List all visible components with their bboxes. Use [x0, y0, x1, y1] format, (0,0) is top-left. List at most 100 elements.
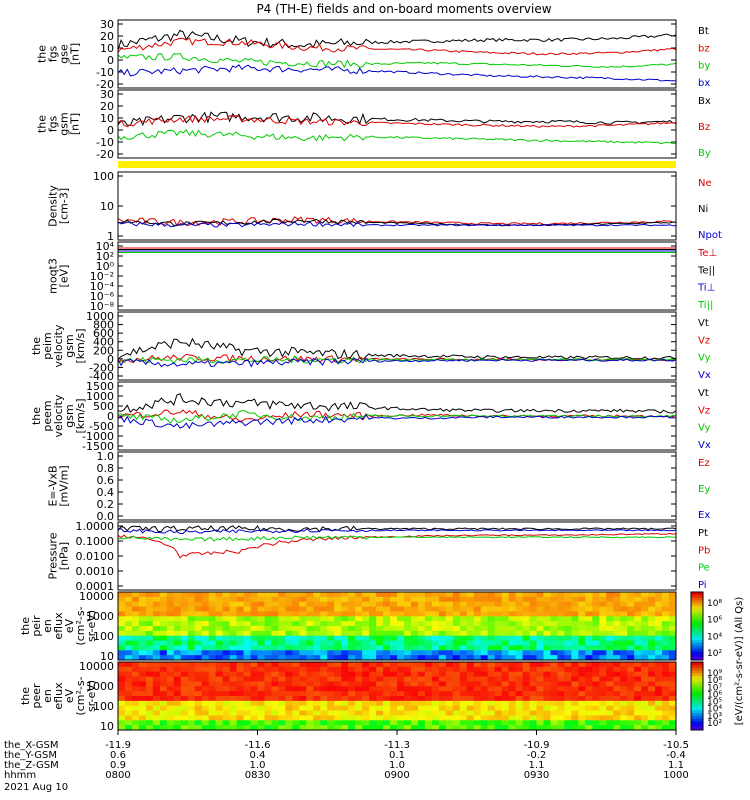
heatmap-cell: [494, 626, 503, 632]
heatmap-cell: [383, 696, 391, 702]
heatmap-cell: [480, 681, 489, 687]
heatmap-cell: [501, 626, 510, 632]
heatmap-cell: [194, 630, 203, 637]
heatmap-cell: [620, 705, 628, 712]
heatmap-cell: [424, 655, 433, 661]
y-tick-label: 1000: [86, 680, 114, 693]
heatmap-cell: [592, 710, 600, 716]
heatmap-cell: [557, 715, 565, 721]
heatmap-cell: [662, 606, 670, 612]
colorbar-tick-label: 10⁴: [707, 632, 722, 642]
y-axis-label-line: [km/s]: [74, 398, 87, 433]
heatmap-cell: [362, 720, 370, 726]
heatmap-cell: [403, 725, 412, 731]
heatmap-cell: [145, 710, 154, 716]
heatmap-cell: [494, 611, 503, 617]
heatmap-cell: [313, 621, 321, 627]
heatmap-cell: [487, 676, 496, 682]
y-axis-label-line: velocity: [52, 324, 65, 367]
heatmap-cell: [466, 720, 475, 726]
heatmap-cell: [529, 662, 537, 668]
heatmap-cell: [508, 635, 517, 642]
heatmap-cell: [480, 596, 489, 603]
heatmap-cell: [131, 671, 140, 678]
heatmap-cell: [655, 650, 663, 656]
heatmap-cell: [131, 700, 140, 707]
heatmap-cell: [627, 596, 635, 603]
heatmap-cell: [278, 650, 286, 656]
heatmap-cell: [271, 666, 279, 673]
heatmap-cell: [180, 626, 189, 632]
heatmap-cell: [397, 635, 405, 642]
heatmap-cell: [194, 696, 203, 702]
heatmap-cell: [222, 640, 231, 646]
heatmap-cell: [501, 720, 510, 726]
y-axis-label-line: E=-VxB: [47, 465, 60, 506]
heatmap-cell: [299, 715, 307, 721]
heatmap-cell: [641, 705, 649, 712]
y-tick-label: 10000: [79, 590, 114, 603]
heatmap-cell: [459, 601, 468, 608]
heatmap-cell: [550, 715, 558, 721]
heatmap-cell: [508, 681, 517, 687]
heatmap-cell: [634, 645, 642, 651]
heatmap-cell: [662, 662, 670, 668]
heatmap-cell: [362, 686, 370, 692]
heatmap-cell: [250, 696, 258, 702]
heatmap-cell: [334, 686, 342, 692]
heatmap-cell: [285, 700, 293, 707]
heatmap-cell: [243, 696, 252, 702]
heatmap-cell: [459, 655, 468, 661]
heatmap-cell: [606, 710, 614, 716]
heatmap-cell: [313, 606, 321, 612]
heatmap-cell: [515, 592, 524, 598]
heatmap-cell: [397, 720, 405, 726]
series-line-Bx: [117, 111, 677, 127]
heatmap-cell: [599, 700, 607, 707]
y-tick-label: 0.4: [97, 486, 115, 499]
heatmap-cell: [613, 630, 621, 637]
heatmap-cell: [424, 621, 433, 627]
heatmap-cell: [550, 676, 558, 682]
heatmap-cell: [452, 655, 461, 661]
heatmap-cell: [599, 606, 607, 612]
y-tick-label: -10: [96, 66, 114, 79]
heatmap-cell: [278, 715, 286, 721]
colorbar-segment: [691, 648, 703, 652]
heatmap-cell: [648, 635, 656, 642]
panel-6: 150010005000-500-1000-1500thepeemvelocit…: [30, 380, 711, 453]
heatmap-cell: [257, 662, 265, 668]
heatmap-cell: [634, 671, 642, 678]
heatmap-cell: [543, 596, 551, 603]
heatmap-cell: [606, 626, 614, 632]
heatmap-cell: [194, 691, 203, 697]
heatmap-cell: [250, 686, 258, 692]
heatmap-cell: [180, 715, 189, 721]
heatmap-cell: [627, 611, 635, 617]
heatmap-cell: [369, 681, 377, 687]
heatmap-cell: [201, 671, 210, 678]
heatmap-cell: [648, 606, 656, 612]
heatmap-cell: [578, 676, 586, 682]
heatmap-cell: [138, 700, 147, 707]
heatmap-cell: [271, 596, 279, 603]
heatmap-cell: [306, 601, 314, 608]
heatmap-cell: [508, 691, 517, 697]
colorbar-segment: [691, 654, 703, 658]
heatmap-cell: [390, 676, 398, 682]
heatmap-cell: [299, 691, 307, 697]
heatmap-cell: [543, 635, 551, 642]
y-tick-label: 0.0010: [76, 565, 115, 578]
heatmap-cell: [208, 630, 217, 637]
heatmap-cell: [208, 696, 217, 702]
heatmap-cell: [334, 606, 342, 612]
heatmap-cell: [571, 611, 579, 617]
series-line-bx: [117, 64, 677, 82]
heatmap-cell: [445, 720, 454, 726]
heatmap-cell: [138, 710, 147, 716]
heatmap-cell: [564, 715, 572, 721]
heatmap-cell: [257, 666, 265, 673]
heatmap-cell: [627, 696, 635, 702]
heatmap-cell: [271, 671, 279, 678]
heatmap-cell: [452, 686, 461, 692]
